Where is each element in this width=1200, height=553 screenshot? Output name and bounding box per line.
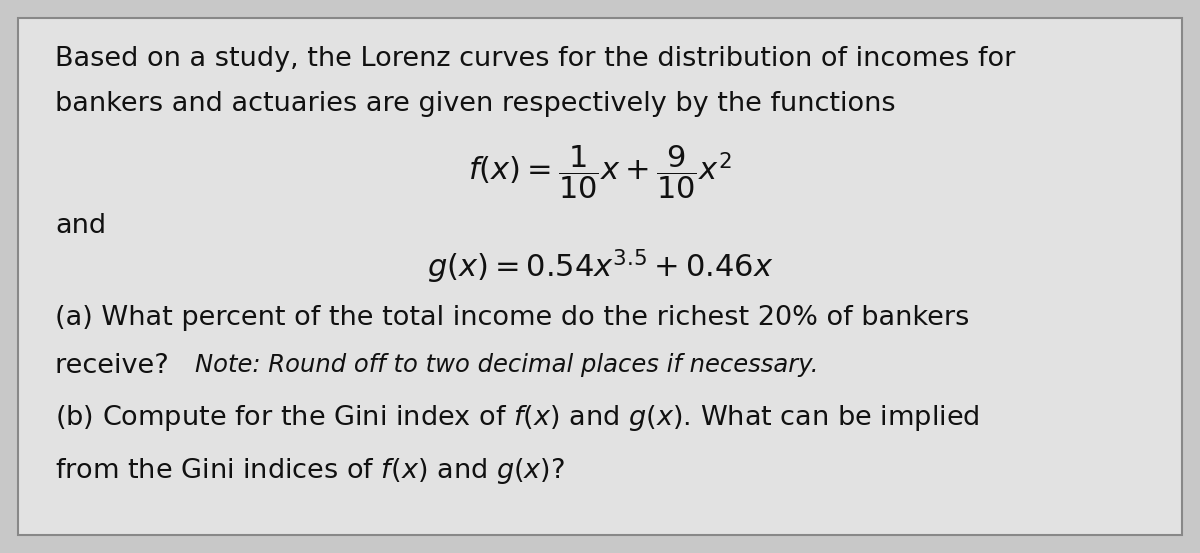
Text: from the Gini indices of $f(x)$ and $g(x)$?: from the Gini indices of $f(x)$ and $g(x… — [55, 456, 565, 486]
Text: and: and — [55, 213, 106, 239]
Text: (a) What percent of the total income do the richest 20% of bankers: (a) What percent of the total income do … — [55, 305, 970, 331]
Text: $g(x) = 0.54x^{3.5} + 0.46x$: $g(x) = 0.54x^{3.5} + 0.46x$ — [427, 248, 773, 286]
FancyBboxPatch shape — [18, 18, 1182, 535]
Text: (b) Compute for the Gini index of $f(x)$ and $g(x)$. What can be implied: (b) Compute for the Gini index of $f(x)$… — [55, 403, 979, 433]
Text: Note: Round off to two decimal places if necessary.: Note: Round off to two decimal places if… — [194, 353, 818, 377]
Text: $f(x) = \dfrac{1}{10}x + \dfrac{9}{10}x^2$: $f(x) = \dfrac{1}{10}x + \dfrac{9}{10}x^… — [468, 143, 732, 201]
Text: Based on a study, the Lorenz curves for the distribution of incomes for: Based on a study, the Lorenz curves for … — [55, 46, 1015, 72]
Text: bankers and actuaries are given respectively by the functions: bankers and actuaries are given respecti… — [55, 91, 895, 117]
Text: receive?: receive? — [55, 353, 178, 379]
